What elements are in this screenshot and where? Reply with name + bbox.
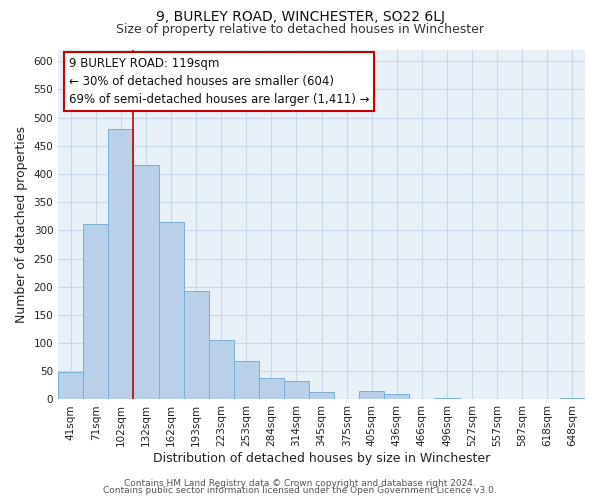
Bar — [434, 398, 460, 400]
Bar — [133, 165, 158, 400]
Bar — [58, 372, 83, 400]
Bar — [158, 222, 184, 400]
Bar — [109, 130, 133, 400]
Bar — [284, 382, 309, 400]
Text: 9 BURLEY ROAD: 119sqm
← 30% of detached houses are smaller (604)
69% of semi-det: 9 BURLEY ROAD: 119sqm ← 30% of detached … — [69, 57, 369, 106]
Bar — [259, 378, 284, 400]
Bar — [359, 391, 385, 400]
Bar — [209, 340, 234, 400]
Bar — [385, 394, 409, 400]
Text: Contains public sector information licensed under the Open Government Licence v3: Contains public sector information licen… — [103, 486, 497, 495]
Bar — [309, 392, 334, 400]
Text: Contains HM Land Registry data © Crown copyright and database right 2024.: Contains HM Land Registry data © Crown c… — [124, 478, 476, 488]
Bar — [184, 291, 209, 400]
Text: 9, BURLEY ROAD, WINCHESTER, SO22 6LJ: 9, BURLEY ROAD, WINCHESTER, SO22 6LJ — [155, 10, 445, 24]
X-axis label: Distribution of detached houses by size in Winchester: Distribution of detached houses by size … — [153, 452, 490, 465]
Text: Size of property relative to detached houses in Winchester: Size of property relative to detached ho… — [116, 22, 484, 36]
Bar — [234, 361, 259, 400]
Bar — [560, 398, 585, 400]
Y-axis label: Number of detached properties: Number of detached properties — [15, 126, 28, 323]
Bar — [83, 224, 109, 400]
